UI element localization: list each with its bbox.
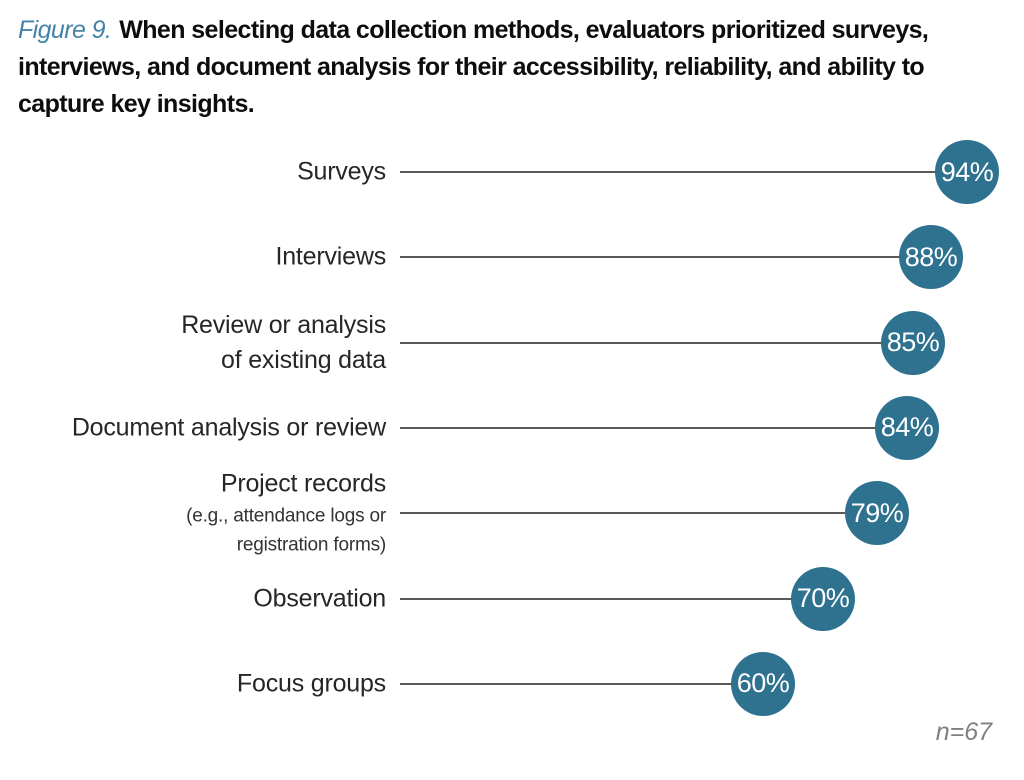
category-label: Project records (e.g., attendance logs or… [0,467,386,560]
figure-number-label: Figure 9. [18,16,112,44]
category-label: Document analysis or review [0,410,386,445]
lollipop-stem [400,426,907,429]
category-label: Review or analysis of existing data [0,308,386,378]
lollipop-stem [400,512,877,515]
sample-size-note: n=67 [935,718,992,746]
category-label-line: Project records [220,469,386,498]
value-bubble: 85% [881,310,945,375]
category-label-line: Focus groups [236,669,386,698]
category-label: Surveys [0,155,386,190]
category-label-line: Interviews [275,242,386,271]
value-bubble: 88% [899,225,963,290]
value-label: 94% [940,156,994,187]
category-sublabel-line: registration forms) [236,534,386,556]
category-sublabel-line: (e.g., attendance logs or [186,505,386,527]
value-bubble: 70% [791,566,855,631]
value-bubble: 94% [935,140,999,204]
category-label-line: Review or analysis [181,310,386,339]
lollipop-stem [400,256,931,259]
figure-title-text: When selecting data collection methods, … [18,16,929,118]
value-label: 84% [880,412,934,443]
category-label-line: Observation [253,584,386,612]
value-label: 79% [850,497,904,528]
value-bubble: 79% [845,481,909,546]
lollipop-stem [400,171,967,173]
lollipop-stem [400,597,823,600]
value-label: 85% [886,327,940,358]
category-label-line: Document analysis or review [71,413,386,442]
value-label: 88% [904,241,958,272]
value-bubble: 84% [875,395,939,460]
category-label-line: of existing data [221,345,386,374]
category-label: Observation [0,581,386,616]
category-label: Interviews [0,240,386,275]
value-bubble: 60% [731,651,795,716]
value-label: 60% [736,668,790,699]
lollipop-stem [400,341,913,344]
category-label: Focus groups [0,666,386,701]
lollipop-stem [400,682,763,685]
value-label: 70% [796,583,850,613]
figure-title: Figure 9. When selecting data collection … [18,12,1010,123]
category-label-line: Surveys [297,157,386,186]
